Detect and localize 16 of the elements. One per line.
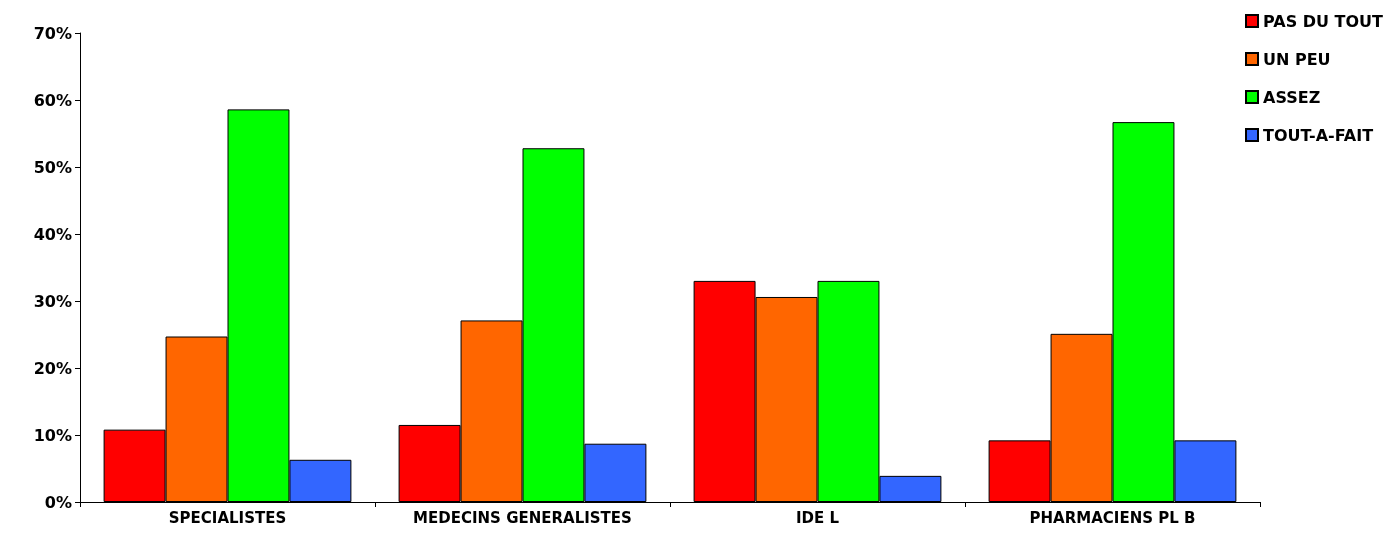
x-tick-label: IDE L	[795, 508, 840, 527]
x-tick-label: SPECIALISTES	[168, 508, 287, 527]
legend-label: PAS DU TOUT	[1263, 11, 1384, 31]
y-tick-label: 60%	[33, 90, 72, 110]
y-tick-label: 40%	[33, 224, 72, 244]
y-tick-label: 30%	[33, 291, 72, 311]
x-tick-label: PHARMACIENS PL B	[1029, 508, 1196, 527]
x-tick-label: MEDECINS GENERALISTES	[413, 508, 632, 527]
y-tick-label: 20%	[33, 358, 72, 378]
legend-label: UN PEU	[1263, 49, 1331, 69]
y-tick-label: 0%	[44, 492, 72, 512]
y-tick-label: 50%	[33, 157, 72, 177]
legend-label: TOUT-A-FAIT	[1263, 125, 1374, 145]
legend-label: ASSEZ	[1263, 87, 1321, 107]
y-tick-label: 10%	[33, 425, 72, 445]
y-tick-label: 70%	[33, 23, 72, 43]
